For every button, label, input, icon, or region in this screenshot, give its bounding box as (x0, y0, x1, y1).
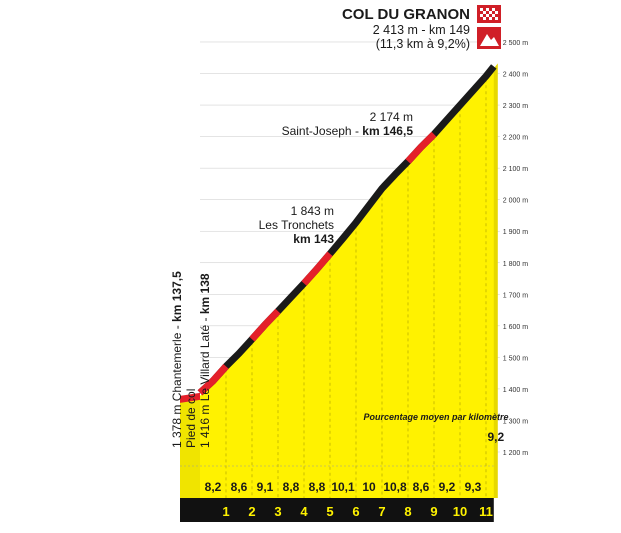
villard-late-km: km 138 (198, 273, 212, 315)
km-label: 7 (378, 504, 385, 519)
climb-summary: (11,3 km à 9,2%) (375, 37, 470, 51)
gradient-label: 9,2 (487, 430, 504, 444)
km-dividers (225, 79, 487, 498)
km-label: 3 (274, 504, 281, 519)
gradient-label: 8,6 (413, 480, 430, 494)
y-tick-label: 2 300 m (503, 103, 528, 110)
tronchets-altitude: 1 843 m (290, 204, 334, 218)
y-tick-label: 2 200 m (503, 135, 528, 142)
y-tick-label: 1 700 m (503, 292, 528, 299)
gradient-label: 10,1 (331, 480, 355, 494)
summit-altitude-km: 2 413 m - km 149 (372, 23, 470, 37)
profile-left-face (180, 395, 200, 498)
gradient-label: 10,8 (383, 480, 407, 494)
y-tick-label: 2 500 m (503, 40, 528, 47)
gradient-label: 10 (362, 480, 376, 494)
km-band-bar (180, 498, 494, 522)
km-label: 10 (453, 504, 467, 519)
gradient-label: 8,2 (205, 480, 222, 494)
steep-segment (405, 131, 437, 164)
waypoint-les-tronchets: 1 843 m Les Tronchets km 143 (230, 204, 334, 246)
gradient-label: 9,3 (465, 480, 482, 494)
y-tick-label: 1 200 m (503, 450, 528, 457)
gradient-label: 9,1 (257, 480, 274, 494)
profile-road-line (180, 64, 497, 403)
pied-de-col-label: Pied de col (184, 388, 198, 448)
chantemerle-km: km 137,5 (170, 271, 184, 322)
steep-segment (301, 251, 333, 286)
tronchets-name: Les Tronchets (258, 218, 334, 232)
mountain-icon (477, 27, 501, 49)
checkered-flag-icon (477, 5, 501, 23)
gradient-labels: 8,2 8,6 9,1 8,8 8,8 10,1 10 10,8 8,6 9,2 9,3 9,2 (205, 430, 505, 494)
km-label: 2 (248, 504, 255, 519)
saint-joseph-name: Saint-Joseph - (281, 124, 363, 138)
villard-late-label: 1 416 m Le Villard Laté - (198, 314, 212, 448)
y-axis-labels: 1 200 m 1 300 m 1 400 m 1 500 m 1 600 m 1 700… (503, 40, 528, 457)
km-label: 4 (300, 504, 308, 519)
km-labels: 1 2 3 4 5 6 7 8 9 10 11 (222, 504, 492, 519)
km-label: 6 (352, 504, 359, 519)
summit-name: COL DU GRANON (341, 6, 470, 23)
chantemerle-label: 1 378 m Chantemerle - (170, 321, 184, 448)
y-tick-label: 1 300 m (503, 418, 528, 425)
tronchets-km: km 143 (293, 232, 334, 246)
km-label: 1 (222, 504, 229, 519)
profile-area (200, 69, 494, 498)
gradient-label: 8,8 (283, 480, 300, 494)
road-start-cap (180, 392, 200, 403)
profile-fill (180, 63, 498, 498)
y-tick-label: 2 100 m (503, 166, 528, 173)
saint-joseph-km: km 146,5 (362, 124, 413, 138)
road-line (197, 64, 497, 396)
y-tick-label: 1 900 m (503, 229, 528, 236)
waypoint-saint-joseph: 2 174 m Saint-Joseph - km 146,5 (250, 110, 413, 138)
km-label: 5 (326, 504, 333, 519)
km-band (180, 498, 494, 522)
y-tick-label: 1 500 m (503, 355, 528, 362)
gradient-label: 9,2 (439, 480, 456, 494)
km-label: 8 (404, 504, 411, 519)
gradient-label: 8,8 (309, 480, 326, 494)
saint-joseph-altitude: 2 174 m (369, 110, 413, 124)
y-tick-label: 1 600 m (503, 324, 528, 331)
km-label: 11 (479, 504, 493, 519)
y-tick-label: 2 400 m (503, 72, 528, 79)
km-label: 9 (430, 504, 437, 519)
start-labels: 1 378 m Chantemerle - km 137,5 Pied de c… (170, 271, 212, 448)
y-tick-label: 2 000 m (503, 198, 528, 205)
y-tick-label: 1 400 m (503, 387, 528, 394)
steep-segment (249, 308, 281, 342)
steep-segment (197, 364, 229, 396)
summit-label: COL DU GRANON 2 413 m - km 149 (11,3 km … (340, 6, 470, 51)
gradient-label: 8,6 (231, 480, 248, 494)
gradient-legend-note: Pourcentage moyen par kilomètre (363, 412, 508, 422)
y-tick-label: 1 800 m (503, 261, 528, 268)
